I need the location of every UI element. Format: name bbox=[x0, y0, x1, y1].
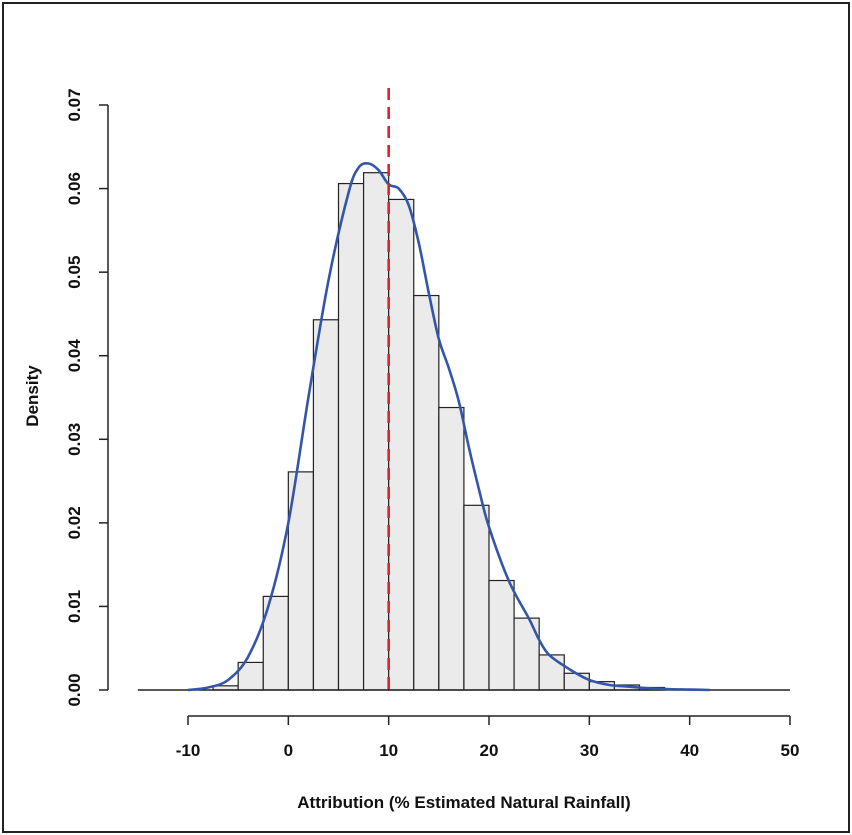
x-tick-label: -10 bbox=[176, 741, 201, 760]
y-tick-label: 0.07 bbox=[65, 88, 84, 121]
histogram-bar bbox=[312, 319, 340, 691]
y-tick-label: 0.05 bbox=[65, 256, 84, 289]
y-axis-label: Density bbox=[23, 365, 42, 427]
x-tick-label: 0 bbox=[284, 741, 293, 760]
y-tick-label: 0.06 bbox=[65, 172, 84, 205]
histogram-bar bbox=[413, 294, 440, 691]
y-tick-label: 0.03 bbox=[65, 423, 84, 456]
histogram-bar bbox=[362, 172, 390, 691]
y-tick-label: 0.01 bbox=[65, 590, 84, 623]
y-tick-label: 0.02 bbox=[65, 506, 84, 539]
histogram-bar bbox=[488, 579, 515, 691]
density-curve-layer bbox=[187, 161, 710, 692]
histogram-bar bbox=[337, 182, 365, 691]
x-axis-label: Attribution (% Estimated Natural Rainfal… bbox=[297, 793, 630, 812]
density-curve bbox=[187, 161, 710, 692]
histogram-bar bbox=[463, 504, 490, 691]
x-tick-label: 40 bbox=[680, 741, 699, 760]
x-tick-label: 50 bbox=[781, 741, 800, 760]
x-tick-label: 30 bbox=[580, 741, 599, 760]
x-axis: -10 0 10 20 30 40 50 bbox=[176, 715, 800, 760]
x-tick-label: 20 bbox=[480, 741, 499, 760]
histogram-bar bbox=[563, 672, 590, 691]
histogram-bar bbox=[538, 654, 565, 691]
y-tick-label: 0.04 bbox=[65, 339, 84, 373]
y-tick-label: 0.00 bbox=[65, 673, 84, 706]
bars-layer bbox=[212, 172, 666, 691]
histogram-bar bbox=[513, 617, 540, 691]
x-tick-label: 10 bbox=[379, 741, 398, 760]
histogram-bar bbox=[388, 198, 415, 691]
y-axis: 0.00 0.01 0.02 0.03 0.04 0.05 0.06 0.07 bbox=[65, 88, 109, 707]
histogram-bar bbox=[438, 406, 465, 691]
